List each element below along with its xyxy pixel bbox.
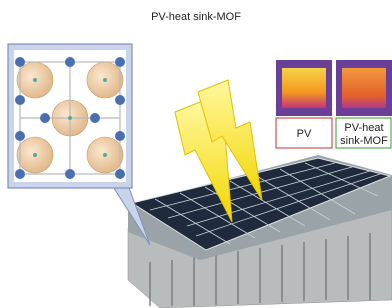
figure: PV-heat sink-MOF <box>0 0 392 308</box>
thermal-image-pv: PV <box>276 60 332 148</box>
title: PV-heat sink-MOF <box>151 11 241 23</box>
thermal-label: sink-MOF <box>340 135 388 147</box>
mof-structure <box>8 44 132 188</box>
thermal-label: PV-heat <box>344 122 383 134</box>
thermal-image-mof: PV-heat sink-MOF <box>336 60 392 148</box>
thermal-label: PV <box>297 128 312 140</box>
